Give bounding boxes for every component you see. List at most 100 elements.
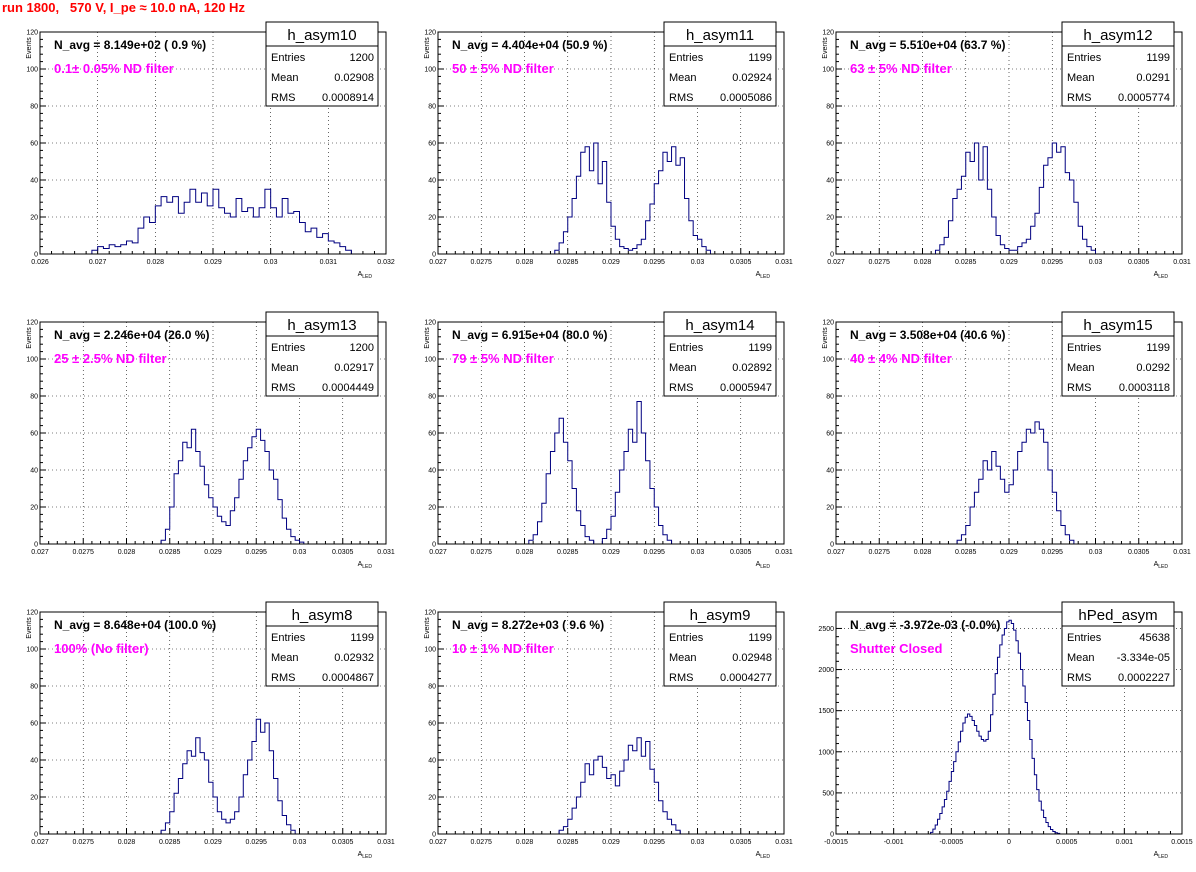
stat-value: 1200 — [350, 342, 374, 354]
stats-box: h_asym12 Entries 1199 Mean 0.0291 RMS 0.000577… — [1061, 21, 1175, 107]
x-tick-label: 0.027 — [429, 549, 447, 556]
stat-value: 0.0003118 — [1119, 382, 1170, 394]
stat-label: Entries — [669, 52, 704, 64]
x-tick-label: 0.03 — [691, 259, 705, 266]
y-tick-label: 0 — [830, 252, 834, 259]
stat-label: RMS — [669, 672, 693, 684]
plot-frame — [835, 611, 1183, 835]
y-tick-label: 0 — [432, 832, 436, 839]
histogram-panel: 0.027 0.0275 0.028 0.0285 0.029 0.0295 0.03 0.0… — [0, 290, 398, 580]
stat-label: Entries — [1067, 52, 1102, 64]
filter-label: 40 ± 4% ND filter — [850, 351, 952, 366]
x-tick-label: 0.031 — [377, 549, 395, 556]
y-axis-label: Events — [424, 617, 431, 639]
navg-label: N_avg = 4.404e+04 (50.9 %) — [452, 38, 607, 52]
stats-box-frame — [1061, 21, 1175, 107]
stat-value: 1199 — [350, 632, 374, 644]
stat-label: Entries — [1067, 632, 1102, 644]
navg-label: N_avg = -3.972e-03 (-0.0%) — [850, 618, 1000, 632]
stats-box: h_asym13 Entries 1200 Mean 0.02917 RMS 0.00044… — [265, 311, 379, 397]
y-tick-label: 0 — [432, 542, 436, 549]
plot-frame — [835, 31, 1183, 255]
histogram-line — [934, 142, 1096, 254]
stats-box-frame — [1061, 311, 1175, 397]
stat-label: RMS — [271, 672, 295, 684]
y-axis-label: Events — [26, 37, 33, 59]
x-axis-label-sub: LED — [362, 274, 372, 280]
x-tick-label: 0.0275 — [73, 839, 95, 846]
y-axis-label: Events — [822, 327, 829, 349]
x-tick-label: 0.0275 — [471, 549, 493, 556]
y-tick-label: 0 — [432, 252, 436, 259]
histogram-plot: 0.027 0.0275 0.028 0.0285 0.029 0.0295 0.03 0.0… — [424, 21, 793, 280]
stats-box: h_asym15 Entries 1199 Mean 0.0292 RMS 0.000311… — [1061, 311, 1175, 397]
y-tick-label: 100 — [26, 67, 38, 74]
x-tick-label: 0.028 — [914, 259, 932, 266]
plot-frame — [39, 611, 387, 835]
x-tick-label: 0.03 — [691, 549, 705, 556]
histogram-name: h_asym12 — [1083, 27, 1152, 44]
histogram-plot: 0.027 0.0275 0.028 0.0285 0.029 0.0295 0.03 0.0… — [424, 601, 793, 860]
navg-label: N_avg = 8.648e+04 (100.0 %) — [54, 618, 216, 632]
stats-box: h_asym14 Entries 1199 Mean 0.02892 RMS 0.00059… — [663, 311, 777, 397]
x-axis-label: ALED — [1154, 851, 1169, 860]
x-axis-label-sub: LED — [760, 564, 770, 570]
stat-label: RMS — [271, 382, 295, 394]
x-tick-label: -0.001 — [884, 839, 904, 846]
y-tick-label: 120 — [26, 30, 38, 37]
x-tick-label: 0.029 — [602, 259, 620, 266]
x-tick-label: 0.0275 — [869, 259, 891, 266]
x-tick-label: 0.03 — [293, 549, 307, 556]
y-tick-label: 120 — [424, 30, 436, 37]
histogram-panel: 0.027 0.0275 0.028 0.0285 0.029 0.0295 0.03 0.0… — [796, 290, 1194, 580]
y-tick-label: 40 — [826, 178, 834, 185]
y-tick-label: 80 — [826, 394, 834, 401]
navg-label: N_avg = 3.508e+04 (40.6 %) — [850, 328, 1005, 342]
y-tick-label: 2000 — [818, 667, 834, 674]
x-tick-label: 0.0295 — [644, 839, 666, 846]
histogram-name: h_asym11 — [686, 27, 754, 44]
filter-label: 10 ± 1% ND filter — [452, 641, 554, 656]
stat-label: Mean — [1067, 72, 1095, 84]
stat-label: RMS — [1067, 672, 1091, 684]
stats-box: h_asym9 Entries 1199 Mean 0.02948 RMS 0.000427… — [663, 601, 777, 687]
plot-frame — [437, 611, 785, 835]
stat-label: Entries — [669, 632, 704, 644]
histogram-plot: 0.027 0.0275 0.028 0.0285 0.029 0.0295 0.03 0.0… — [26, 311, 395, 570]
stat-value: 0.02924 — [732, 72, 772, 84]
y-tick-label: 20 — [428, 795, 436, 802]
y-tick-label: 120 — [26, 610, 38, 617]
y-tick-label: 100 — [26, 647, 38, 654]
navg-label: N_avg = 8.149e+02 ( 0.9 %) — [54, 38, 206, 52]
x-tick-label: 0.027 — [827, 549, 845, 556]
histogram-line — [160, 428, 305, 544]
x-tick-label: 0.0295 — [1042, 259, 1064, 266]
y-tick-label: 0 — [34, 542, 38, 549]
y-tick-label: 20 — [428, 215, 436, 222]
stat-value: 0.0292 — [1136, 362, 1170, 374]
navg-label: N_avg = 8.272e+03 ( 9.6 %) — [452, 618, 604, 632]
stats-box-frame — [265, 601, 379, 687]
stat-value: 0.0005774 — [1118, 92, 1170, 104]
plot-frame — [835, 321, 1183, 545]
y-axis-label: Events — [424, 327, 431, 349]
x-tick-label: 0.028 — [516, 839, 534, 846]
histogram-panel: 0.027 0.0275 0.028 0.0285 0.029 0.0295 0.03 0.0… — [398, 580, 796, 870]
stats-box: h_asym11 Entries 1199 Mean 0.02924 RMS 0.00050… — [663, 21, 777, 107]
x-tick-label: 0.031 — [775, 259, 793, 266]
x-tick-label: 0.0285 — [955, 549, 977, 556]
x-axis-label: ALED — [756, 851, 771, 860]
stat-value: 0.0004867 — [322, 672, 374, 684]
y-tick-label: 80 — [30, 104, 38, 111]
y-tick-label: 60 — [30, 721, 38, 728]
stat-value: 0.02892 — [732, 362, 772, 374]
filter-label: 50 ± 5% ND filter — [452, 61, 554, 76]
x-axis-label: ALED — [756, 271, 771, 280]
stat-label: Mean — [669, 72, 697, 84]
y-tick-label: 80 — [428, 394, 436, 401]
x-tick-label: 0.027 — [429, 839, 447, 846]
x-tick-label: 0.028 — [516, 549, 534, 556]
stat-value: 0.0005947 — [720, 382, 772, 394]
x-tick-label: 0.0285 — [557, 839, 579, 846]
stat-label: Mean — [271, 72, 299, 84]
